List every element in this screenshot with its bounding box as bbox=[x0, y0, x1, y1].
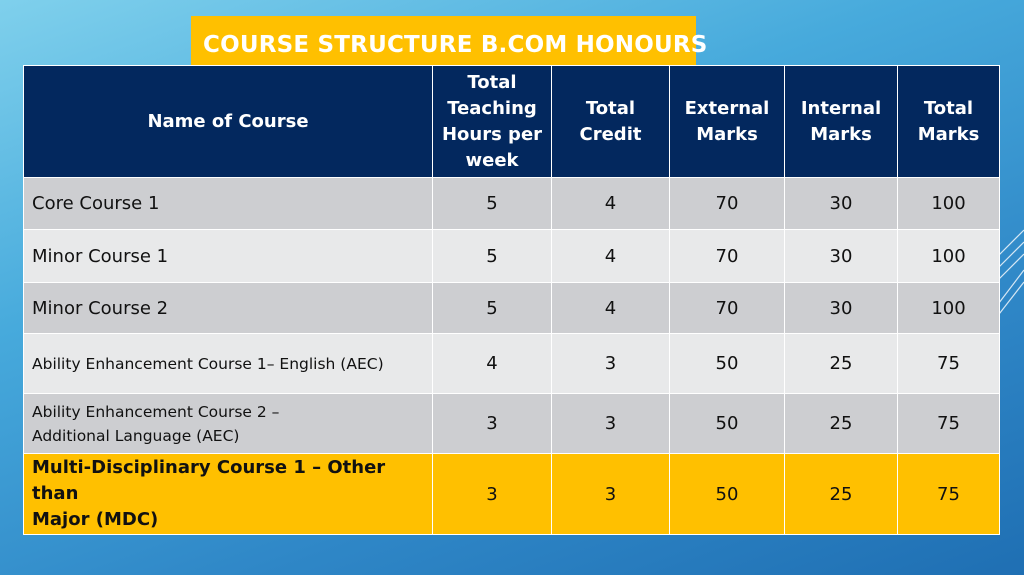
hours-cell: 5 bbox=[432, 282, 552, 334]
course-name: Multi-Disciplinary Course 1 – Other than… bbox=[23, 453, 433, 535]
external-cell: 70 bbox=[669, 177, 785, 230]
header-internal-marks: Internal Marks bbox=[784, 65, 898, 178]
course-structure-table: Name of Course Total Teaching Hours per … bbox=[23, 65, 1000, 535]
course-name: Ability Enhancement Course 1– English (A… bbox=[23, 333, 433, 394]
external-cell: 70 bbox=[669, 229, 785, 283]
internal-cell: 30 bbox=[784, 177, 898, 230]
course-name-line-1: Multi-Disciplinary Course 1 – Other than bbox=[32, 457, 386, 504]
course-name: Ability Enhancement Course 2 – Additiona… bbox=[23, 393, 433, 454]
external-cell: 50 bbox=[669, 393, 785, 454]
hours-cell: 4 bbox=[432, 333, 552, 394]
header-external-marks: External Marks bbox=[669, 65, 785, 178]
hours-cell: 3 bbox=[432, 453, 552, 535]
external-cell: 50 bbox=[669, 333, 785, 394]
total-cell: 75 bbox=[897, 333, 1000, 394]
credit-cell: 4 bbox=[551, 177, 670, 230]
header-total-marks: Total Marks bbox=[897, 65, 1000, 178]
credit-cell: 3 bbox=[551, 393, 670, 454]
external-cell: 50 bbox=[669, 453, 785, 535]
course-name: Minor Course 1 bbox=[23, 229, 433, 283]
table-row: Ability Enhancement Course 2 – Additiona… bbox=[23, 393, 1000, 454]
internal-cell: 25 bbox=[784, 393, 898, 454]
table-row: Ability Enhancement Course 1– English (A… bbox=[23, 333, 1000, 394]
page-title: COURSE STRUCTURE B.COM HONOURS bbox=[191, 16, 707, 74]
table-header-row: Name of Course Total Teaching Hours per … bbox=[23, 65, 1000, 178]
internal-cell: 30 bbox=[784, 229, 898, 283]
course-name-line-1: Ability Enhancement Course 2 – bbox=[32, 402, 280, 421]
header-teaching-hours: Total Teaching Hours per week bbox=[432, 65, 552, 178]
total-cell: 100 bbox=[897, 229, 1000, 283]
internal-cell: 30 bbox=[784, 282, 898, 334]
course-name-line-2: Major (MDC) bbox=[32, 509, 159, 530]
header-total-credit: Total Credit bbox=[551, 65, 670, 178]
header-name-of-course: Name of Course bbox=[23, 65, 433, 178]
total-cell: 100 bbox=[897, 282, 1000, 334]
course-name-line-2: Additional Language (AEC) bbox=[32, 426, 240, 445]
internal-cell: 25 bbox=[784, 333, 898, 394]
total-cell: 100 bbox=[897, 177, 1000, 230]
total-cell: 75 bbox=[897, 453, 1000, 535]
table-row-highlighted: Multi-Disciplinary Course 1 – Other than… bbox=[23, 453, 1000, 535]
credit-cell: 3 bbox=[551, 333, 670, 394]
hours-cell: 3 bbox=[432, 393, 552, 454]
total-cell: 75 bbox=[897, 393, 1000, 454]
table-row: Minor Course 1 5 4 70 30 100 bbox=[23, 229, 1000, 283]
course-name: Core Course 1 bbox=[23, 177, 433, 230]
hours-cell: 5 bbox=[432, 229, 552, 283]
credit-cell: 3 bbox=[551, 453, 670, 535]
external-cell: 70 bbox=[669, 282, 785, 334]
course-name: Minor Course 2 bbox=[23, 282, 433, 334]
hours-cell: 5 bbox=[432, 177, 552, 230]
credit-cell: 4 bbox=[551, 229, 670, 283]
credit-cell: 4 bbox=[551, 282, 670, 334]
table-row: Core Course 1 5 4 70 30 100 bbox=[23, 177, 1000, 230]
internal-cell: 25 bbox=[784, 453, 898, 535]
table-row: Minor Course 2 5 4 70 30 100 bbox=[23, 282, 1000, 334]
